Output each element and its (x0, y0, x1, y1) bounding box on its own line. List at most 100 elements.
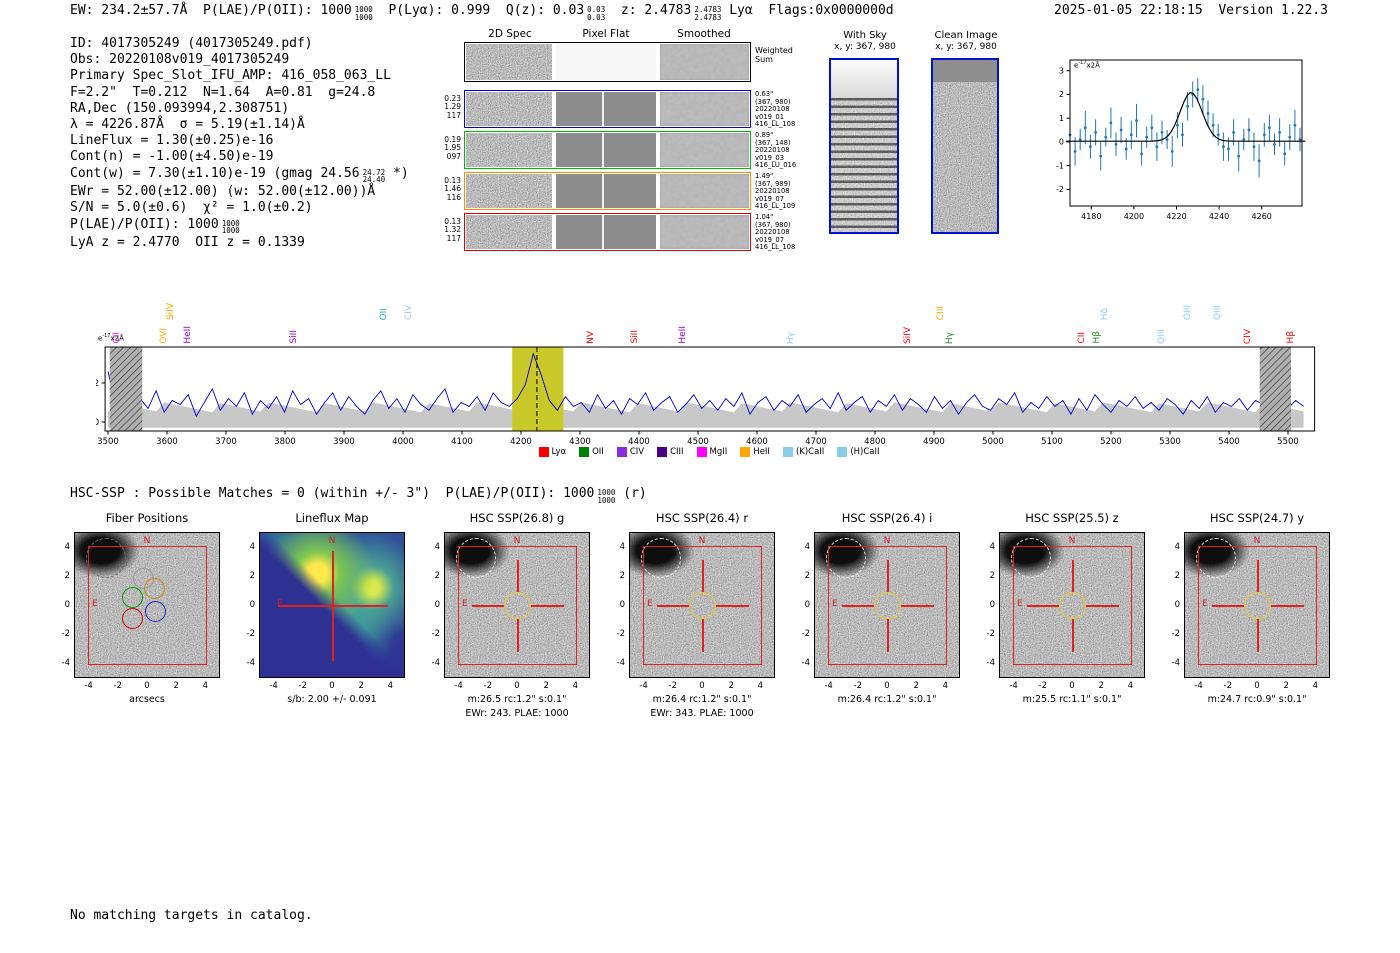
emission-line-label: SiII (288, 330, 299, 344)
svg-text:-2: -2 (1056, 185, 1064, 194)
dashed-aperture-circle (86, 538, 126, 578)
flat-gap-line (602, 92, 604, 126)
noise-image (466, 215, 552, 249)
crosshair-h (716, 605, 749, 607)
highlight-band (512, 347, 564, 431)
info-line: Cont(w) = 7.30(±1.10)e-19 (gmag 24.56 24.… (70, 166, 409, 185)
target-info-block: ID: 4017305249 (4017305249.pdf) Obs: 2022… (70, 36, 409, 251)
x-tick-label: 2 (1098, 681, 1104, 691)
svg-text:3800: 3800 (274, 437, 296, 446)
clean-image (931, 58, 999, 234)
y-tick-label: 2 (989, 570, 995, 581)
legend-label: CIII (670, 447, 684, 457)
red-frame (643, 546, 762, 665)
svg-text:4700: 4700 (805, 437, 827, 446)
crosshair-v (1072, 619, 1074, 652)
crosshair-v (1257, 619, 1259, 652)
text-run: λ = 4226.87Å σ = 5.19(±1.14)Å (70, 117, 305, 133)
compass-east: E (277, 599, 283, 609)
y-tick-label: 2 (804, 570, 810, 581)
x-tick-label: 2 (728, 681, 734, 691)
with-sky-cutout: With Sky x, y: 367, 980 (829, 30, 901, 240)
x-tick-label: -2 (1223, 681, 1233, 691)
data-point (1186, 104, 1189, 108)
emission-line-label: Hβ (1091, 331, 1102, 344)
clean-image-cutout: Clean Image x, y: 367, 980 (929, 30, 1003, 240)
dashed-aperture-circle (456, 538, 496, 578)
ylabel-rest: x2Å (1086, 61, 1100, 70)
noise-image (660, 215, 749, 249)
with-sky-title: With Sky (843, 30, 887, 41)
y-tick-label: -2 (1171, 629, 1180, 640)
panel-caption: m:24.7 rc:0.9" s:0.1" (1207, 694, 1307, 705)
cutout-panel-sky: HSC SSP(26.8) g N E -4 -4 -2 -2 0 0 2 2 4 4 m:26.5 rc… (432, 511, 590, 719)
y-tick-label: -4 (1171, 658, 1180, 669)
spec2d-cutouts: 2D Spec Pixel Flat Smoothed Weighted Sum 0.23… (443, 28, 823, 263)
noise-image (660, 133, 749, 167)
x-tick-label: -4 (269, 681, 278, 691)
footer-note: No matching targets in catalog. Row inte… (70, 876, 313, 953)
data-point (1104, 135, 1108, 139)
y-tick-label: -4 (616, 658, 625, 669)
legend-swatch (538, 447, 549, 457)
stacked-fraction: 0.03 0.03 (587, 5, 606, 22)
y-tick-label: -4 (61, 658, 70, 669)
x-tick-label: -2 (298, 681, 308, 691)
panel-title: HSC SSP(26.4) i (841, 511, 933, 525)
data-point (1232, 131, 1235, 134)
legend-item: (K)CaII (782, 447, 824, 457)
crosshair-v (1257, 560, 1259, 593)
header-timestamp: 2025-01-05 22:18:15 Version 1.22.3 (1054, 3, 1328, 18)
text-run: LineFlux = 1.30(±0.25)e-16 (70, 133, 274, 149)
x-tick-label: 4 (1127, 681, 1134, 691)
spec2d-cell (556, 92, 656, 126)
y-tick-label: 2 (64, 570, 70, 581)
sky-line-stripes (831, 97, 897, 232)
x-tick-label: 4 (1312, 681, 1319, 691)
noise-image (933, 60, 997, 232)
data-point (1109, 121, 1113, 125)
y-tick-label: 2 (249, 570, 255, 581)
noise-envelope (108, 402, 1304, 428)
svg-text:4260: 4260 (1252, 212, 1272, 221)
weighted-sum-label: Weighted Sum (755, 46, 793, 64)
x-tick-label: 2 (1283, 681, 1289, 691)
data-point (1201, 97, 1205, 101)
ylabel-base: e (1074, 61, 1079, 70)
svg-text:4400: 4400 (628, 437, 650, 446)
legend-label: MgII (709, 447, 728, 457)
compass-east: E (462, 599, 468, 609)
spec2d-row (464, 131, 751, 169)
aperture-circle (689, 592, 716, 619)
svg-text:4800: 4800 (864, 437, 886, 446)
y-tick-label: -4 (801, 658, 810, 669)
red-frame (88, 546, 207, 665)
legend-label: OII (592, 447, 604, 457)
svg-text:4900: 4900 (923, 437, 945, 446)
text-run: LyA z = 2.4770 OII z = 0.1339 (70, 235, 305, 251)
crosshair-h (278, 605, 388, 607)
crosshair-h (1271, 605, 1304, 607)
x-tick-label: -2 (113, 681, 123, 691)
spec2d-cell (556, 215, 656, 249)
data-point (1273, 142, 1276, 146)
compass-north: N (513, 536, 521, 546)
spec2d-cell (556, 174, 656, 208)
cutout-panel-sky: HSC SSP(26.4) r N E -4 -4 -2 -2 0 0 2 2 4 4 m:26.4 rc… (617, 511, 775, 719)
emission-line-label: CIV (403, 304, 414, 320)
data-point (1135, 119, 1138, 122)
info-line: Obs: 20220108v019_4017305249 (70, 52, 409, 68)
data-point (1206, 112, 1210, 115)
x-tick-label: 0 (1254, 681, 1260, 691)
y-tick-label: 0 (989, 600, 995, 610)
crosshair-h (531, 605, 564, 607)
text-run: (r) (615, 486, 647, 501)
svg-text:4220: 4220 (1166, 212, 1186, 221)
fiber-circle (122, 587, 143, 608)
y-tick-label: 0 (619, 600, 625, 610)
x-tick-label: -4 (824, 681, 833, 691)
legend-label: HeII (753, 447, 770, 457)
